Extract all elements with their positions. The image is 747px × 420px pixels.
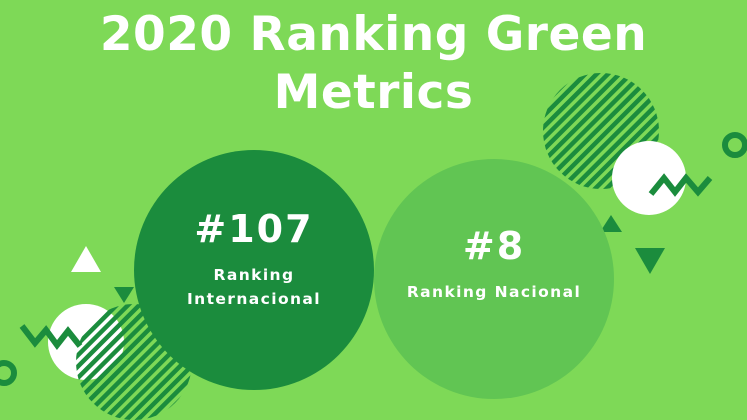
white-circle-top-right <box>612 141 686 215</box>
triangle-down-right <box>635 248 665 274</box>
triangle-down-left <box>114 287 134 303</box>
page-title: 2020 Ranking Green Metrics <box>0 6 747 122</box>
international-ranking-value: #107 <box>194 207 314 251</box>
zigzag-left <box>19 324 83 350</box>
international-ranking-label: Ranking Internacional <box>186 266 322 308</box>
ring-left <box>0 360 17 386</box>
ring-right <box>722 132 747 158</box>
triangle-up-right <box>600 215 622 232</box>
title-line-2: Metrics <box>273 65 474 120</box>
title-line-1: 2020 Ranking Green <box>99 7 648 62</box>
zigzag-right <box>648 173 713 197</box>
international-ranking-circle: #107 Ranking Internacional <box>134 150 374 390</box>
triangle-up-left <box>71 246 101 272</box>
national-ranking-label: Ranking Nacional <box>406 283 582 301</box>
national-ranking-circle: #8 Ranking Nacional <box>374 159 614 399</box>
national-ranking-value: #8 <box>462 224 526 268</box>
